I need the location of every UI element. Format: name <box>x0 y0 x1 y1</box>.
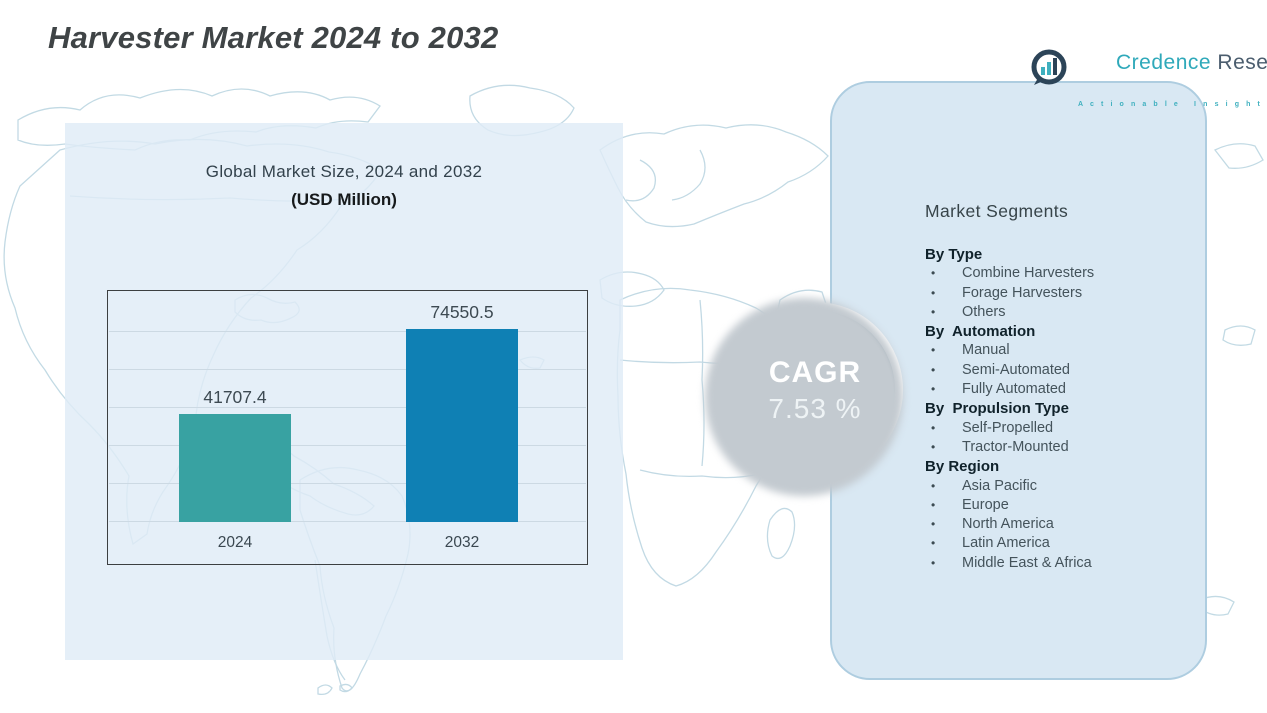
gridline <box>109 331 586 332</box>
cagr-badge: CAGR 7.53 % <box>727 302 903 478</box>
segment-item: • Self-Propelled <box>925 419 1195 438</box>
brand-name: Credence Research <box>1078 27 1267 99</box>
chart-title: Global Market Size, 2024 and 2032 <box>205 162 483 181</box>
segment-group-label: By Type <box>925 246 983 263</box>
gridline <box>109 445 586 446</box>
cagr-value: 7.53 % <box>768 392 862 424</box>
bar-chart-circle-icon <box>1031 49 1067 85</box>
bullet-icon: • <box>931 478 936 493</box>
segment-item: • Manual <box>925 341 1195 360</box>
bar-category-label: 2024 <box>217 534 253 551</box>
segment-item-text: North America <box>962 516 1054 533</box>
segment-item-text: Europe <box>962 496 1009 513</box>
gridline <box>109 521 586 522</box>
bullet-icon: • <box>931 382 936 397</box>
segment-item-text: Tractor-Mounted <box>962 438 1069 455</box>
segment-item: • Latin America <box>925 534 1195 553</box>
bullet-icon: • <box>931 555 936 570</box>
brand-text: Credence Research A c t i o n a b l e I … <box>1078 27 1267 108</box>
brand-logo: Credence Research A c t i o n a b l e I … <box>1028 27 1267 108</box>
segment-item: • Asia Pacific <box>925 477 1195 496</box>
bullet-icon: • <box>931 285 936 300</box>
chart-panel: Global Market Size, 2024 and 2032 (USD M… <box>65 123 623 660</box>
segment-item: • Others <box>925 303 1195 322</box>
bar-value-label: 74550.5 <box>430 302 494 322</box>
bullet-icon: • <box>931 497 936 512</box>
segments-heading: Market Segments <box>925 201 1069 221</box>
segments-list: By Type • Combine Harvesters • Forage Harves… <box>925 245 1195 573</box>
gridline <box>109 369 586 370</box>
segment-group-label: By Region <box>925 458 1000 476</box>
segment-group-label: By Automation <box>925 323 1036 341</box>
bullet-icon: • <box>931 304 936 319</box>
gridline <box>109 407 586 408</box>
segment-item-text: Manual <box>962 342 1010 359</box>
bullet-icon: • <box>931 420 936 435</box>
bullet-icon: • <box>931 517 936 532</box>
segment-item-text: Fully Automated <box>962 381 1066 398</box>
brand-name-research: Research <box>1217 51 1267 74</box>
segment-item: • Forage Harvesters <box>925 284 1195 303</box>
bullet-icon: • <box>931 343 936 358</box>
segment-item: • North America <box>925 515 1195 534</box>
cagr-label: CAGR <box>768 355 862 389</box>
bullet-icon: • <box>931 266 936 281</box>
segment-item-text: Self-Propelled <box>962 419 1054 436</box>
segment-item: • Semi-Automated <box>925 361 1195 380</box>
brand-name-credence: Credence <box>1116 51 1218 74</box>
bar-2024 <box>179 414 291 522</box>
page-title: Harvester Market 2024 to 2032 <box>48 20 499 55</box>
segment-item-text: Asia Pacific <box>962 477 1037 494</box>
bar-2032 <box>406 329 518 522</box>
segment-item: • Tractor-Mounted <box>925 438 1195 457</box>
segment-item-text: Middle East & Africa <box>962 554 1092 571</box>
chart-plot: 41707.4 2024 74550.5 2032 <box>107 290 588 565</box>
segment-item: • Middle East & Africa <box>925 554 1195 573</box>
segment-item: • Fully Automated <box>925 380 1195 399</box>
bullet-icon: • <box>931 439 936 454</box>
segment-item-text: Semi-Automated <box>962 361 1070 378</box>
gridline <box>109 483 586 484</box>
bar-category-label: 2032 <box>444 534 480 551</box>
chart-subtitle: (USD Million) <box>291 190 397 209</box>
bullet-icon: • <box>931 362 936 377</box>
bullet-icon: • <box>931 536 936 551</box>
bar-value-label: 41707.4 <box>203 387 267 407</box>
segment-item-text: Latin America <box>962 535 1050 552</box>
chart-heading: Global Market Size, 2024 and 2032 (USD M… <box>65 158 623 214</box>
brand-tagline: A c t i o n a b l e I n s i g h t s D e … <box>1078 101 1263 108</box>
segment-item: • Europe <box>925 496 1195 515</box>
segment-item-text: Forage Harvesters <box>962 284 1083 301</box>
segment-item-text: Others <box>962 303 1006 320</box>
segment-item-text: Combine Harvesters <box>962 265 1095 282</box>
segment-group-label: By Propulsion Type <box>925 400 1069 418</box>
segment-item: • Combine Harvesters <box>925 264 1195 283</box>
